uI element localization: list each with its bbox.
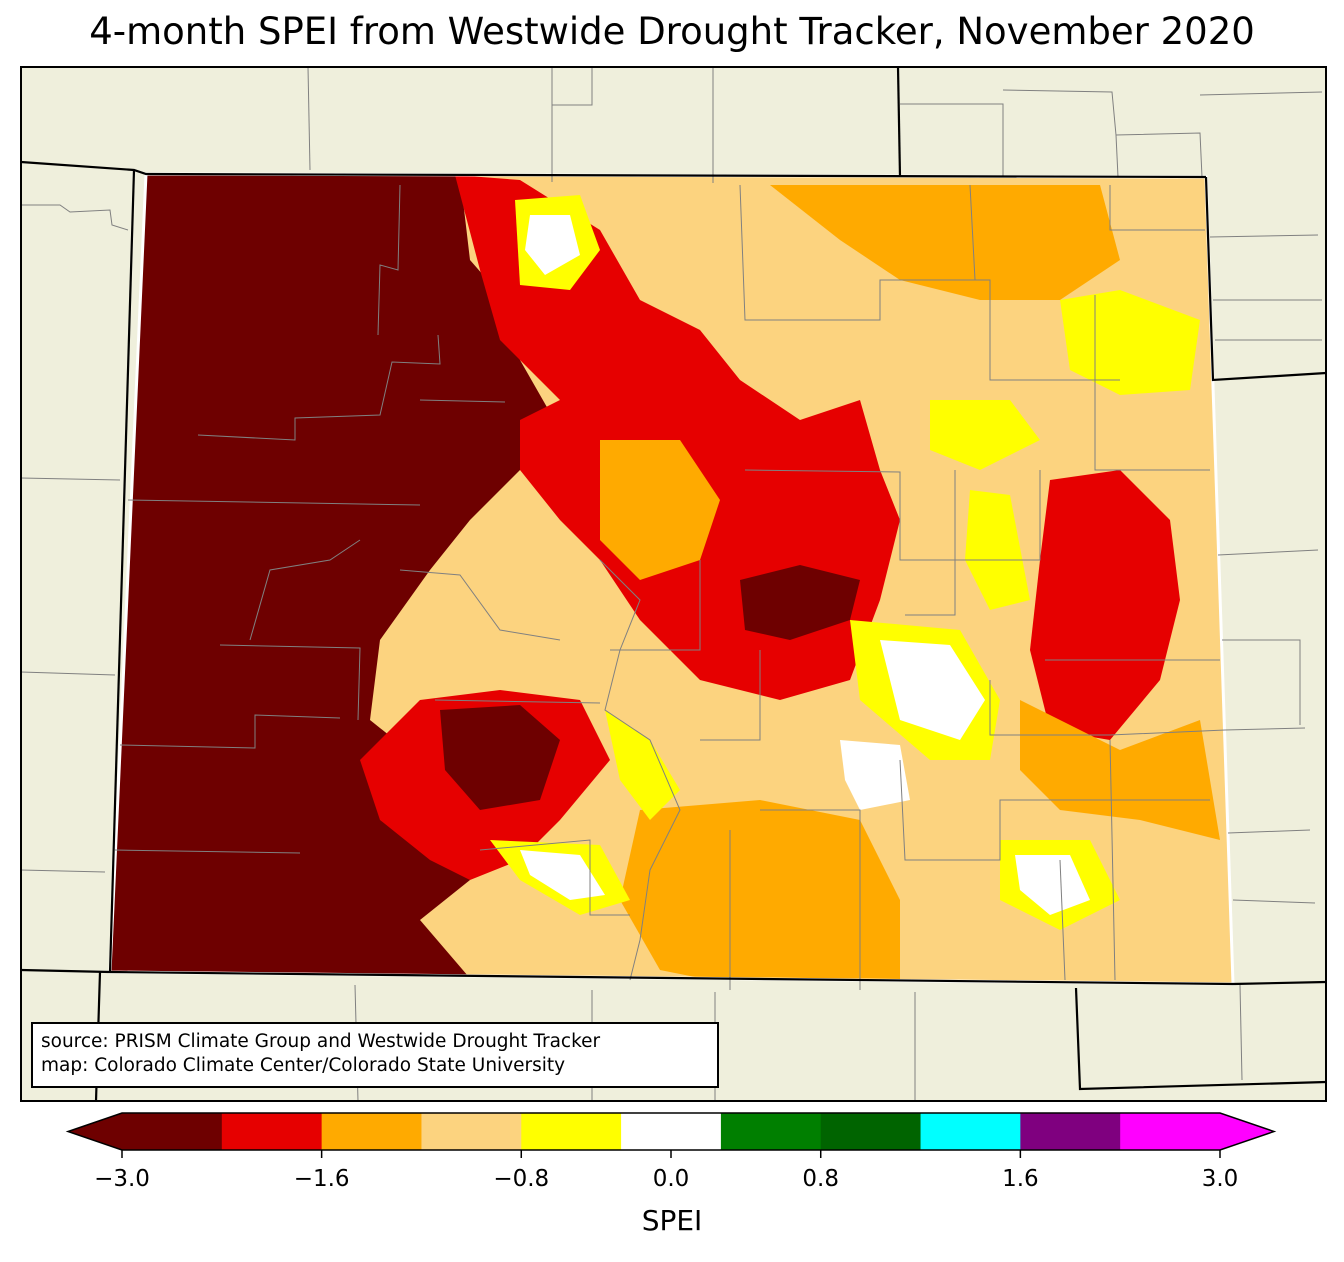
colorbar-segment bbox=[820, 1113, 922, 1150]
colorbar-tick-label: −0.8 bbox=[493, 1166, 550, 1192]
colorbar-label: SPEI bbox=[641, 1204, 703, 1237]
colorbar-outline bbox=[65, 1112, 1277, 1151]
near-normal-e-patch bbox=[930, 400, 1040, 470]
colorbar-segment bbox=[720, 1113, 822, 1150]
colorbar-segment bbox=[221, 1113, 323, 1150]
colorbar-segment bbox=[621, 1113, 722, 1150]
normal-north bbox=[525, 215, 580, 275]
map-frame bbox=[20, 66, 1327, 1102]
colorbar-tick-label: 1.6 bbox=[1002, 1166, 1039, 1192]
normal-south bbox=[520, 850, 605, 900]
colorbar-segment bbox=[321, 1113, 422, 1150]
colorbar-segment bbox=[1120, 1113, 1221, 1150]
source-line-1: source: PRISM Climate Group and Westwide… bbox=[41, 1031, 601, 1052]
extreme-dry-sw-pocket bbox=[440, 705, 560, 810]
colorbar-tick-label: −1.6 bbox=[293, 1166, 350, 1192]
near-normal-se-patch bbox=[840, 740, 910, 810]
colorbar-segment bbox=[122, 1113, 223, 1150]
county-lines bbox=[114, 184, 1226, 990]
colorbar-over-arrow bbox=[1220, 1113, 1274, 1150]
colorbar-under-arrow bbox=[68, 1113, 122, 1150]
colorbar-ticks bbox=[121, 1150, 1221, 1158]
colorbar-tick-label: 0.0 bbox=[652, 1166, 690, 1192]
colorbar-segments bbox=[122, 1113, 1221, 1150]
moderate-dry-northeast bbox=[770, 185, 1120, 300]
colorbar-tick-label: 3.0 bbox=[1201, 1166, 1239, 1192]
colorbar-tick-label: 0.8 bbox=[802, 1166, 839, 1192]
colorbar-segment bbox=[421, 1113, 522, 1150]
source-credit-box: source: PRISM Climate Group and Westwide… bbox=[31, 1022, 719, 1088]
moderate-dry-south bbox=[620, 800, 900, 984]
map-title: 4-month SPEI from Westwide Drought Track… bbox=[89, 10, 1255, 53]
colorbar-segment bbox=[1020, 1113, 1121, 1150]
colorbar-tick-label: −3.0 bbox=[94, 1166, 150, 1192]
normal-southeast bbox=[1015, 855, 1090, 915]
near-normal-e2-patch bbox=[965, 490, 1030, 610]
normal-east-central bbox=[880, 640, 985, 740]
source-line-2: map: Colorado Climate Center/Colorado St… bbox=[41, 1055, 566, 1076]
colorbar-segment bbox=[521, 1113, 622, 1150]
near-normal-valley bbox=[605, 710, 680, 820]
extreme-dry-central bbox=[740, 565, 860, 640]
moderate-dry-north-central bbox=[600, 440, 720, 580]
colorbar-segment bbox=[920, 1113, 1021, 1150]
severe-dry-east bbox=[1030, 470, 1180, 740]
